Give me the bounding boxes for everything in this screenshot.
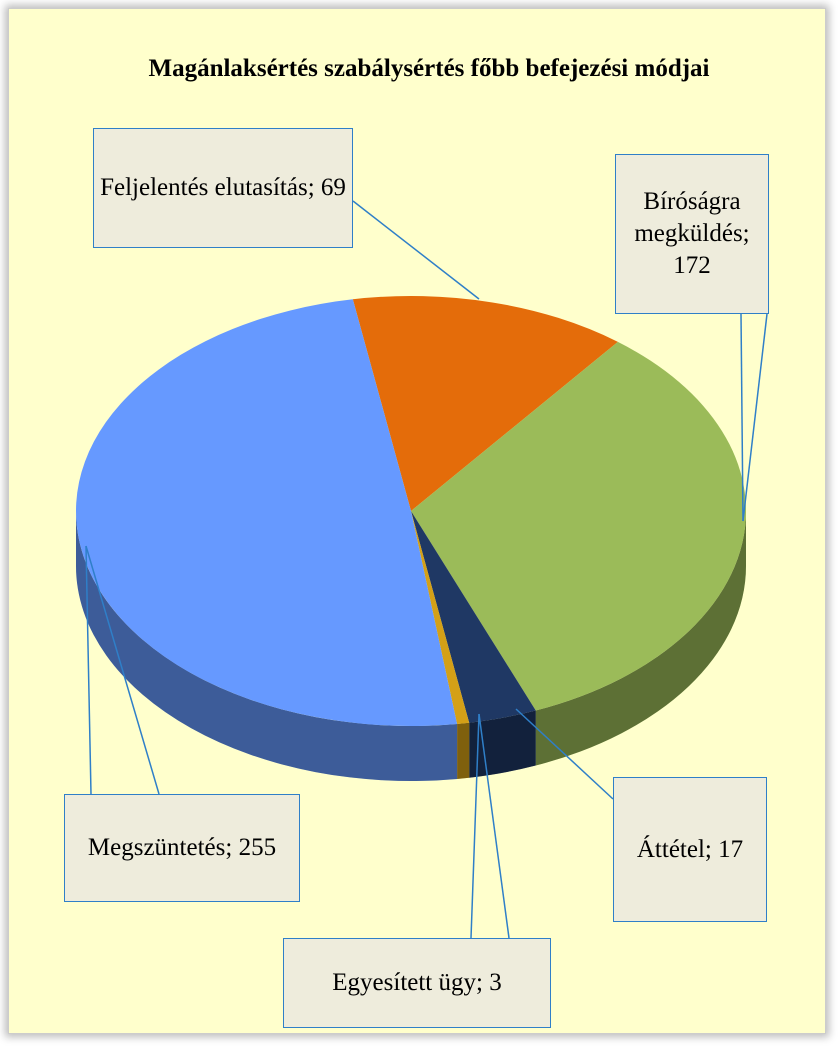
- chart-area: Magánlaksértés szabálysértés főbb befeje…: [8, 8, 826, 1034]
- slice: [411, 511, 536, 723]
- slice: [411, 341, 746, 711]
- data-label: Megszüntetés; 255: [64, 794, 300, 902]
- slice-side: [76, 511, 458, 782]
- slice-shade: [535, 511, 746, 766]
- slice-side: [535, 511, 746, 766]
- leader-lines: [85, 200, 768, 939]
- slice: [411, 511, 470, 724]
- chart-title: Magánlaksértés szabálysértés főbb befeje…: [148, 55, 710, 82]
- data-label: Áttétel; 17: [613, 777, 767, 922]
- slice-side: [457, 722, 470, 779]
- data-label: Egyesített ügy; 3: [283, 938, 551, 1028]
- pie: [75, 296, 746, 782]
- slice-shade: [457, 722, 470, 779]
- slice-shade: [76, 511, 458, 782]
- slice: [352, 296, 618, 511]
- chart: [75, 200, 768, 939]
- slice: [75, 299, 458, 727]
- data-label: Feljelentés elutasítás; 69: [93, 128, 353, 248]
- data-label: Bíróságra megküldés; 172: [615, 154, 769, 314]
